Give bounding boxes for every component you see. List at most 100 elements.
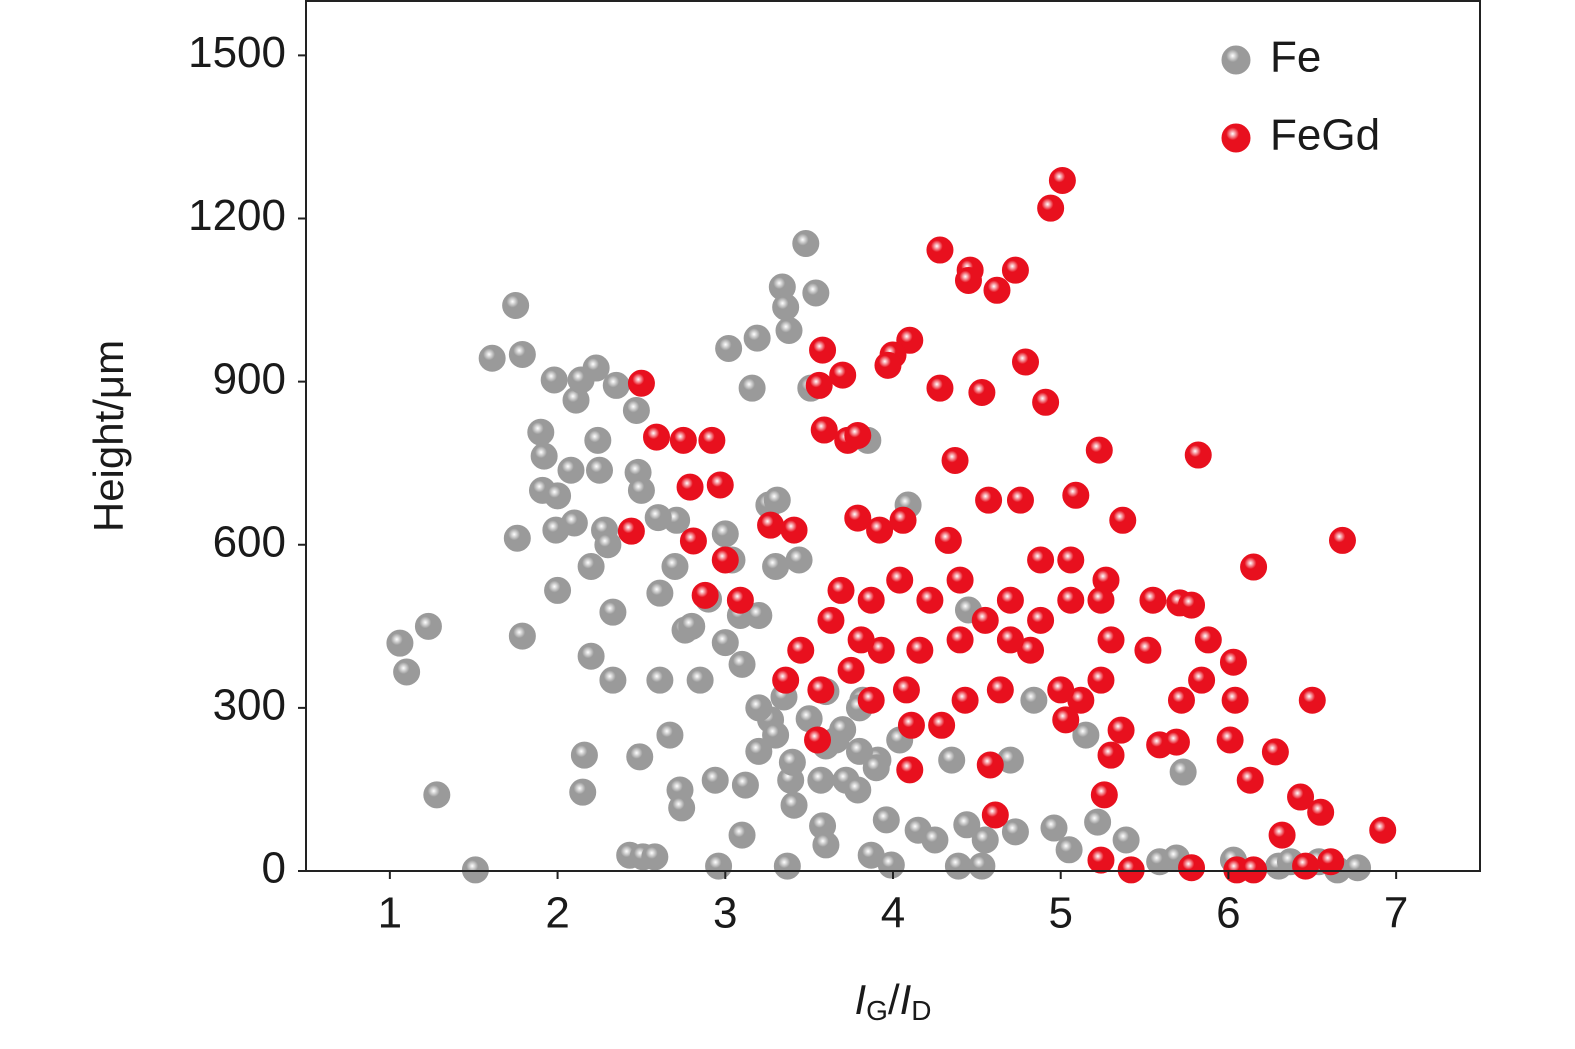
- x-tick-label: 1: [378, 889, 402, 938]
- point: [1097, 626, 1125, 654]
- x-tick-label: 2: [545, 889, 569, 938]
- point: [617, 517, 645, 545]
- point: [661, 553, 689, 580]
- point: [812, 831, 840, 859]
- point: [1240, 856, 1268, 884]
- point: [1001, 818, 1029, 846]
- point: [393, 658, 421, 686]
- point: [1298, 686, 1326, 714]
- point: [897, 711, 925, 739]
- point: [706, 471, 734, 499]
- point: [762, 721, 790, 749]
- point: [1001, 256, 1029, 284]
- point: [934, 526, 962, 554]
- point: [1057, 586, 1085, 614]
- point: [1328, 526, 1356, 554]
- point: [877, 851, 905, 879]
- point: [847, 626, 875, 654]
- legend-label: Fe: [1270, 33, 1321, 82]
- point: [975, 486, 1003, 514]
- point: [676, 473, 704, 501]
- point: [641, 843, 669, 871]
- y-tick-label: 0: [262, 844, 286, 893]
- point: [1178, 854, 1206, 882]
- point: [602, 371, 630, 399]
- point: [577, 553, 605, 580]
- point: [872, 806, 900, 834]
- point: [569, 778, 597, 806]
- point: [951, 686, 979, 714]
- point: [862, 754, 890, 782]
- point: [599, 666, 627, 694]
- x-tick-label: 5: [1048, 889, 1072, 938]
- point: [805, 371, 833, 399]
- point: [728, 821, 756, 849]
- point: [1317, 848, 1345, 876]
- y-tick-label: 1500: [188, 28, 286, 77]
- point: [1178, 591, 1206, 619]
- x-label-part: I: [854, 976, 866, 1023]
- point: [1307, 798, 1335, 826]
- point: [678, 612, 706, 640]
- legend-marker: [1221, 45, 1251, 75]
- point: [1097, 741, 1125, 769]
- point: [584, 426, 612, 454]
- point: [778, 748, 806, 776]
- point: [1292, 852, 1320, 880]
- point: [926, 374, 954, 402]
- point: [544, 482, 572, 510]
- point: [594, 531, 622, 559]
- point: [785, 546, 813, 574]
- point: [668, 794, 696, 822]
- point: [1117, 856, 1145, 884]
- point: [1057, 546, 1085, 574]
- point: [916, 586, 944, 614]
- point: [775, 317, 803, 345]
- point: [1240, 553, 1268, 581]
- point: [643, 423, 671, 451]
- point: [423, 781, 451, 809]
- point: [745, 694, 773, 722]
- point: [1087, 586, 1115, 614]
- point: [386, 629, 414, 657]
- point: [896, 756, 924, 784]
- point: [829, 716, 857, 744]
- y-axis-label: Height/μm: [85, 340, 132, 532]
- point: [1087, 666, 1115, 694]
- point: [971, 826, 999, 854]
- point: [1047, 676, 1075, 704]
- y-tick-label: 900: [213, 354, 286, 403]
- point: [941, 446, 969, 474]
- point: [508, 622, 536, 650]
- point: [1040, 814, 1068, 842]
- point: [986, 676, 1014, 704]
- x-axis-label: IG/ID: [854, 976, 931, 1026]
- point: [1112, 826, 1140, 854]
- point: [1062, 481, 1090, 509]
- point: [817, 606, 845, 634]
- point: [1188, 666, 1216, 694]
- point: [1162, 728, 1190, 756]
- point: [996, 626, 1024, 654]
- point: [874, 351, 902, 379]
- point: [1216, 726, 1244, 754]
- point: [946, 626, 974, 654]
- point: [772, 293, 800, 321]
- point: [802, 279, 830, 307]
- point: [976, 751, 1004, 779]
- point: [1107, 716, 1135, 744]
- point: [1261, 738, 1289, 766]
- point: [530, 442, 558, 470]
- point: [1236, 766, 1264, 794]
- point: [1055, 836, 1083, 864]
- point: [622, 396, 650, 424]
- point: [787, 636, 815, 664]
- y-tick-label: 300: [213, 681, 286, 730]
- point: [743, 324, 771, 352]
- point: [837, 656, 865, 684]
- point: [745, 601, 773, 629]
- point: [1167, 686, 1195, 714]
- x-tick-label: 4: [881, 889, 905, 938]
- point: [1048, 166, 1076, 194]
- point: [845, 737, 873, 765]
